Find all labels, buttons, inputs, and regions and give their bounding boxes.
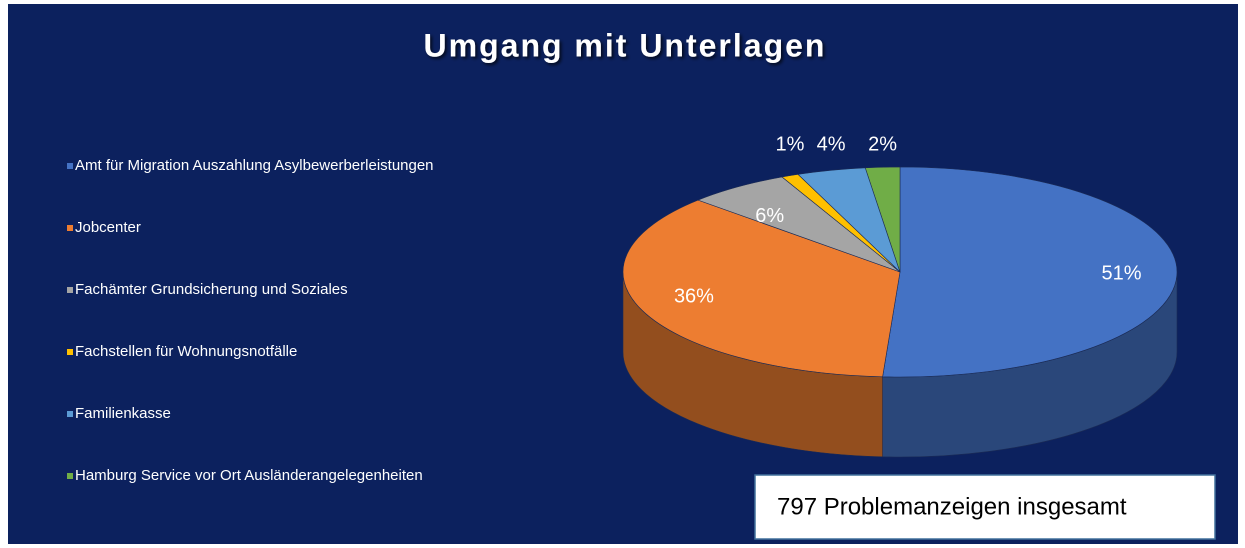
legend-label: Hamburg Service vor Ort Ausländerangeleg…	[75, 467, 423, 484]
legend-label: Fachstellen für Wohnungsnotfälle	[75, 343, 297, 360]
data-label: 36%	[674, 285, 714, 307]
legend-swatch	[67, 163, 73, 169]
legend-swatch	[67, 349, 73, 355]
legend-label: Amt für Migration Auszahlung Asylbewerbe…	[75, 157, 434, 174]
slice	[864, 166, 901, 273]
data-label: 2%	[868, 133, 897, 155]
data-label: 6%	[755, 205, 784, 227]
data-label: 4%	[817, 133, 846, 155]
chart-title: Umgang mit Unterlagen	[424, 27, 827, 63]
legend-swatch	[67, 411, 73, 417]
annotation-box	[754, 474, 1216, 540]
legend-swatch	[67, 287, 73, 293]
legend-label: Fachämter Grundsicherung und Soziales	[75, 281, 348, 298]
legend-label: Familienkasse	[75, 405, 171, 422]
slice	[882, 166, 1178, 378]
data-label: 1%	[776, 133, 805, 155]
slice	[622, 199, 901, 378]
annotation: 797 Problemanzeigen insgesamt	[777, 493, 1127, 520]
data-label: 51%	[1101, 262, 1141, 284]
legend-swatch	[67, 473, 73, 479]
legend-label: Jobcenter	[75, 219, 141, 236]
legend-swatch	[67, 225, 73, 231]
